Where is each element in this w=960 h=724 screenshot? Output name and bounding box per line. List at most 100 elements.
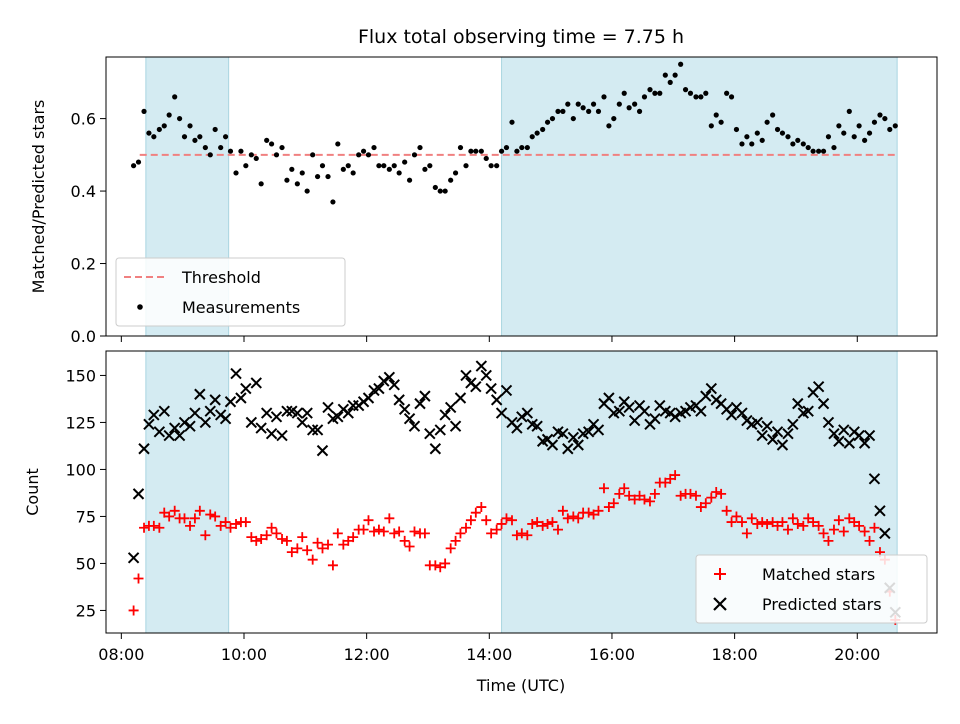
- measurement-point: [350, 170, 356, 176]
- measurement-point: [575, 101, 581, 107]
- predicted-stars-point: [209, 394, 221, 406]
- measurement-point: [580, 105, 586, 111]
- predicted-stars-point: [403, 412, 416, 425]
- measurement-point: [381, 163, 387, 169]
- matched-stars-point: [277, 534, 288, 544]
- measurement-point: [452, 170, 459, 176]
- predicted-stars-point: [736, 407, 748, 419]
- predicted-stars-point: [787, 418, 799, 431]
- matched-stars-point: [685, 488, 696, 499]
- predicted-stars-point: [792, 397, 804, 410]
- bottom-panel: 25 50 75 100 125 150 08:00 10:00 12:00 14:00 16:00…: [23, 350, 938, 664]
- predicted-stars-point: [776, 439, 789, 451]
- measurement-point: [800, 141, 806, 147]
- measurement-point: [253, 155, 259, 162]
- matched-stars-point: [690, 490, 701, 501]
- predicted-stars-point: [173, 429, 186, 442]
- predicted-stars-point: [863, 429, 876, 442]
- measurement-point: [652, 90, 658, 96]
- matched-stars-point: [486, 528, 497, 539]
- axes-frame: [105, 56, 938, 337]
- predicted-stars-point: [475, 360, 488, 372]
- matched-stars-point: [598, 483, 609, 494]
- predicted-stars-point: [782, 428, 794, 440]
- matched-stars-point: [736, 517, 747, 528]
- matched-stars-point: [128, 605, 139, 616]
- predicted-stars-point: [393, 394, 405, 406]
- predicted-stars-point: [485, 382, 497, 395]
- measurement-point: [805, 144, 811, 151]
- measurement-point: [836, 123, 842, 129]
- matched-stars-point: [869, 522, 880, 533]
- measurement-point: [310, 152, 316, 158]
- measurement-point: [831, 144, 837, 151]
- y-tick-label: 75: [76, 507, 96, 526]
- matched-stars-point: [792, 518, 803, 529]
- matched-stars-point: [721, 505, 732, 516]
- matched-stars-point: [476, 502, 487, 513]
- y-tick-label: 0.0: [71, 327, 96, 346]
- measurement-point: [825, 134, 832, 140]
- matched-stars-point: [624, 490, 635, 501]
- predicted-stars-point: [572, 439, 584, 451]
- measurement-point: [238, 148, 244, 154]
- predicted-stars-point: [245, 416, 258, 429]
- measurement-point: [156, 126, 162, 133]
- matched-stars-point: [430, 560, 441, 571]
- matched-stars-point: [389, 528, 400, 539]
- predicted-stars-point: [342, 407, 354, 419]
- matched-stars-point: [240, 517, 251, 528]
- measurement-point: [494, 163, 500, 169]
- x-tick-label: 08:00: [98, 645, 144, 664]
- measurement-point: [151, 134, 157, 140]
- matched-stars-point: [384, 513, 395, 524]
- measurement-point: [754, 130, 760, 136]
- predicted-stars-point: [495, 407, 508, 419]
- measurement-point: [498, 148, 505, 154]
- predicted-stars-point: [567, 431, 580, 444]
- matched-stars-point: [608, 498, 619, 509]
- matched-stars-point: [148, 520, 159, 531]
- matched-stars-point: [670, 470, 681, 481]
- x-tick-label: 16:00: [589, 645, 635, 664]
- measurement-point: [779, 130, 786, 136]
- matched-stars-point: [746, 513, 757, 524]
- predicted-stars-point: [143, 418, 155, 431]
- matched-stars-point: [614, 488, 625, 499]
- matched-stars-point: [292, 543, 303, 554]
- matched-stars-point: [440, 558, 451, 569]
- matched-stars-point: [358, 524, 369, 535]
- matched-stars-point: [864, 535, 875, 546]
- predicted-stars-point: [270, 411, 283, 423]
- predicted-stars-point: [582, 426, 595, 438]
- matched-stars-point: [726, 517, 737, 528]
- predicted-stars-point: [628, 414, 641, 427]
- matched-stars-point: [511, 530, 522, 541]
- measurement-point: [284, 177, 290, 183]
- measurement-point: [197, 134, 203, 140]
- matched-stars-point: [716, 488, 727, 499]
- measurement-point: [509, 119, 515, 125]
- x-tick-label: 18:00: [712, 645, 758, 664]
- matched-stars-point: [281, 535, 292, 546]
- predicted-stars-point: [833, 435, 845, 447]
- matched-stars-point: [297, 532, 308, 543]
- top-panel: 0.0 0.2 0.4 0.6 Matched/Predicted stars Thres…: [29, 56, 938, 346]
- matched-stars-point: [854, 520, 865, 531]
- predicted-stars-point: [265, 428, 278, 440]
- measurement-point: [314, 173, 321, 180]
- y-axis-label: Count: [23, 468, 42, 516]
- predicted-stars-point: [127, 552, 140, 564]
- predicted-stars-point: [189, 407, 201, 419]
- measurement-point: [728, 94, 735, 100]
- measurement-point: [724, 90, 730, 96]
- measurement-point: [616, 101, 622, 107]
- predicted-stars-point: [388, 379, 400, 391]
- measurement-point: [319, 163, 326, 169]
- predicted-stars-point: [838, 424, 850, 436]
- matched-stars-point: [369, 526, 380, 537]
- matched-stars-point: [404, 541, 415, 552]
- predicted-stars-point: [521, 407, 534, 419]
- matched-stars-point: [460, 522, 471, 533]
- measurement-point: [606, 123, 612, 129]
